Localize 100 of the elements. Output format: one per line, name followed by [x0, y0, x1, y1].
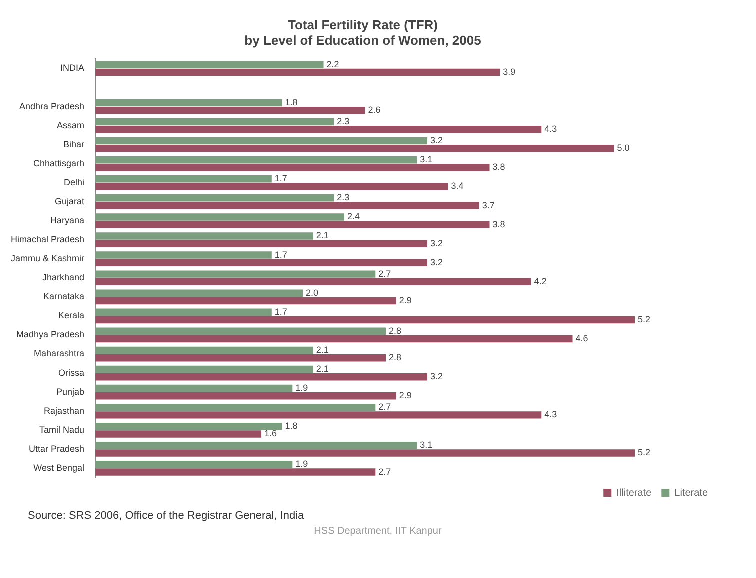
- data-label: 1.7: [274, 306, 288, 317]
- bar: [96, 468, 376, 476]
- bar: [96, 221, 490, 228]
- data-label: 2.1: [316, 230, 329, 241]
- bar: [96, 384, 293, 392]
- data-label: 2.3: [337, 192, 350, 203]
- data-label: 1.7: [274, 250, 288, 260]
- legend-label: Literate: [674, 488, 708, 499]
- bar: [96, 290, 304, 297]
- bar: [96, 118, 334, 126]
- y-tick-label: Assam: [57, 120, 85, 130]
- y-tick-label: Haryana: [50, 215, 85, 226]
- data-label: 2.6: [368, 105, 381, 116]
- bar: [96, 373, 428, 381]
- bar: [96, 354, 386, 362]
- y-tick-label: Orissa: [58, 368, 85, 378]
- data-label: 4.3: [544, 410, 558, 420]
- data-label: 2.1: [316, 364, 329, 374]
- data-label: 3.2: [430, 238, 444, 248]
- bar: [96, 61, 324, 69]
- y-tick-label: Andhra Pradesh: [19, 101, 85, 112]
- bar: [96, 335, 573, 343]
- data-label: 1.8: [285, 421, 298, 432]
- data-label: 5.2: [638, 448, 651, 458]
- bar: [96, 194, 334, 202]
- bar: [96, 270, 376, 278]
- bar: [96, 183, 448, 190]
- bar: [96, 392, 396, 400]
- chart-title: Total Fertility Rate (TFR) by Level of Education of Women, 2005: [244, 17, 482, 48]
- data-label: 1.9: [296, 459, 308, 470]
- data-label: 3.2: [430, 136, 444, 146]
- bar: [96, 214, 345, 221]
- data-label: 3.2: [430, 372, 444, 382]
- bar: [96, 328, 386, 336]
- data-label: 3.2: [430, 257, 444, 268]
- data-label: 5.0: [617, 143, 630, 154]
- bar: [96, 461, 293, 468]
- data-label: 4.3: [544, 124, 558, 134]
- data-label: 2.9: [399, 295, 412, 306]
- bar: [96, 145, 614, 152]
- data-label: 2.3: [337, 116, 350, 127]
- bar: [96, 202, 480, 210]
- text: HSS Department, IIT Kanpur: [313, 525, 443, 539]
- y-tick-label: Tamil Nadu: [40, 424, 85, 435]
- y-tick-label: Punjab: [56, 386, 85, 397]
- data-label: 2.9: [399, 390, 412, 401]
- y-tick-label: Bihar: [64, 139, 85, 150]
- data-label: 3.1: [420, 154, 433, 165]
- y-tick-label: Delhi: [64, 177, 85, 188]
- y-tick-label: Rajasthan: [44, 406, 85, 416]
- y-tick-label: INDIA: [60, 63, 85, 74]
- bar: [96, 404, 376, 412]
- y-tick-label: Himachal Pradesh: [10, 234, 85, 245]
- y-tick-label: Madhya Pradesh: [16, 330, 85, 340]
- data-label: 5.2: [638, 314, 651, 324]
- data-label: 2.1: [316, 344, 329, 355]
- data-label: 3.9: [503, 67, 516, 78]
- data-label: 2.4: [348, 212, 360, 222]
- bar: [96, 412, 542, 419]
- y-tick-label: West Bengal: [34, 462, 85, 473]
- data-label: 2.2: [326, 59, 340, 70]
- data-label: 2.7: [378, 268, 392, 279]
- bar: [96, 137, 428, 145]
- y-tick-label: Maharashtra: [34, 348, 85, 359]
- bar: [96, 106, 366, 114]
- y-tick-label: Karnataka: [44, 292, 85, 302]
- data-label: 3.8: [492, 219, 506, 230]
- bar: [96, 430, 262, 438]
- bar: [96, 278, 532, 286]
- y-tick-label: Kerala: [58, 310, 85, 321]
- data-label: 2.0: [306, 288, 319, 298]
- y-tick-label: Chhattisgarh: [34, 158, 85, 168]
- bar: [96, 442, 418, 450]
- data-label: 3.7: [482, 200, 495, 210]
- bar: [96, 422, 282, 430]
- data-label: 2.8: [389, 326, 402, 336]
- legend-label: Illiterate: [616, 488, 652, 499]
- data-label: 4.2: [534, 276, 547, 286]
- y-tick-label: Uttar Pradesh: [29, 444, 85, 454]
- data-label: 2.7: [378, 402, 392, 412]
- data-label: 2.7: [378, 466, 392, 477]
- bar: [96, 156, 418, 164]
- bar: [96, 126, 542, 134]
- bar: [96, 240, 428, 248]
- bar: [96, 450, 636, 457]
- bar: [96, 366, 314, 374]
- bar: [96, 68, 500, 76]
- data-label: 4.6: [576, 334, 588, 344]
- y-tick-label: Jharkhand: [42, 272, 85, 283]
- y-tick-label: Gujarat: [55, 196, 86, 206]
- bar: [96, 316, 636, 324]
- bar: [96, 308, 272, 316]
- data-label: 1.9: [296, 383, 308, 394]
- bar: [96, 297, 396, 305]
- bar: [96, 176, 272, 183]
- bar: [96, 346, 314, 354]
- bar: [96, 252, 272, 259]
- data-label: 1.7: [274, 174, 288, 184]
- data-label: 2.8: [389, 352, 402, 363]
- data-label: 3.1: [420, 440, 433, 450]
